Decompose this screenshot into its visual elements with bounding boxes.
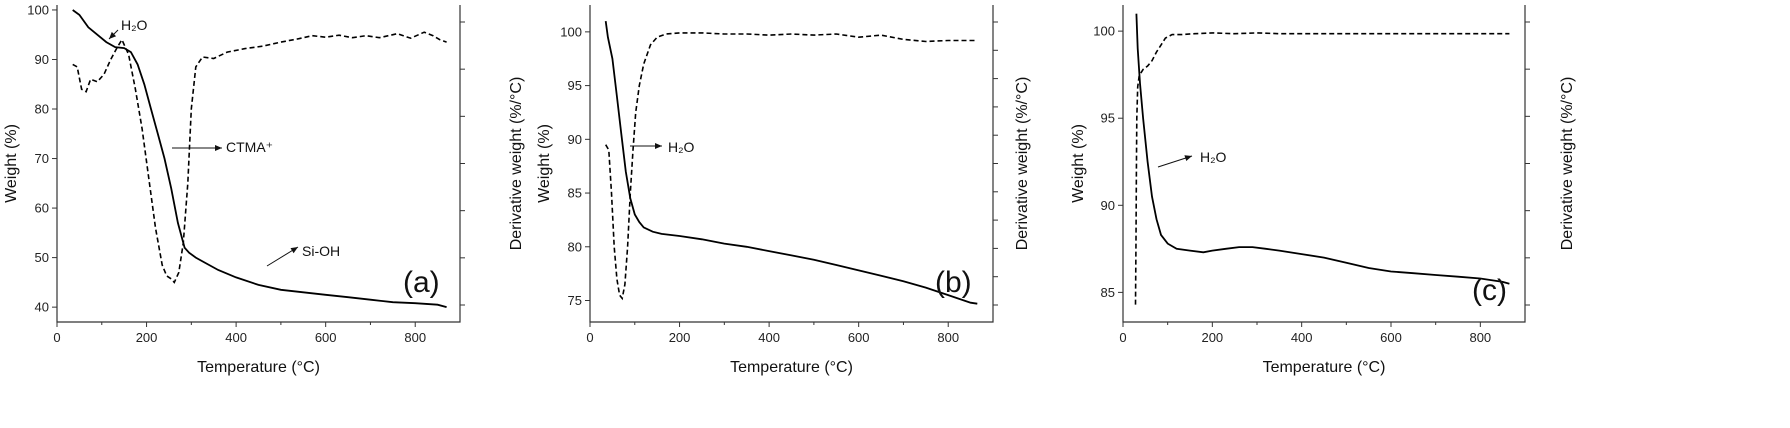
x-tick-label: 200 [669,330,691,345]
arrowhead [655,143,662,149]
derivative-weight-line [1134,32,1510,305]
x-tick-label: 600 [1380,330,1402,345]
annotation-label: CTMA⁺ [226,139,273,155]
annotation-label: Si-OH [302,243,340,259]
y2-axis-label: Derivative weight (%/°C) [508,77,525,251]
x-tick-label: 400 [1291,330,1313,345]
y-tick-label: 85 [568,186,582,201]
x-tick-label: 600 [848,330,870,345]
x-axis-label: Temperature (°C) [197,359,320,376]
y-tick-label: 40 [35,300,49,315]
x-tick-label: 800 [937,330,959,345]
y-axis-label: Weight (%) [536,124,553,203]
y2-axis-label: Derivative weight (%/°C) [1559,77,1576,251]
arrowhead [215,145,222,151]
x-tick-label: 800 [404,330,426,345]
y-tick-label: 100 [27,2,49,17]
y-tick-label: 100 [560,24,582,39]
panel-b: 0 200 400 600 800 75 80 85 90 95 100 Temperature (°… [536,5,1031,376]
y-tick-label: 95 [1101,111,1115,126]
x-tick-label: 600 [315,330,337,345]
panel-c: 0 200 400 600 800 85 90 95 100 Temperature (°C) We… [1070,5,1576,376]
arrowhead [1184,155,1192,161]
weight-line [1135,13,1510,285]
y-tick-label: 100 [1093,24,1115,39]
y-tick-label: 90 [35,52,49,67]
y-tick-label: 75 [568,293,582,308]
panel-label: (b) [935,266,972,299]
x-tick-label: 200 [136,330,158,345]
arrowhead [109,31,117,39]
annotation-label: H₂O [1200,149,1227,165]
x-tick-label: 200 [1201,330,1223,345]
y-tick-label: 50 [35,250,49,265]
x-tick-label: 400 [225,330,247,345]
panel-label: (c) [1472,274,1507,307]
x-axis-label: Temperature (°C) [730,359,853,376]
panel-a: 0 200 400 600 800 40 50 60 70 80 90 100 Temperature … [3,2,525,376]
y-tick-label: 85 [1101,285,1115,300]
y-tick-label: 80 [568,239,582,254]
weight-line [72,9,447,308]
x-tick-label: 400 [758,330,780,345]
annotation-label: H₂O [121,17,148,33]
derivative-weight-line [72,31,447,284]
x-tick-label: 0 [586,330,593,345]
y2-axis-label: Derivative weight (%/°C) [1014,77,1031,251]
x-axis-label: Temperature (°C) [1263,359,1386,376]
panel-label: (a) [403,266,440,299]
y-tick-label: 90 [1101,198,1115,213]
y-axis-label: Weight (%) [3,124,20,203]
plot-frame [1122,5,1526,323]
x-tick-label: 0 [53,330,60,345]
y-tick-label: 70 [35,151,49,166]
weight-line [604,20,978,305]
annotation-label: H₂O [668,139,695,155]
arrowhead [290,247,298,254]
y-axis-label: Weight (%) [1070,124,1087,203]
plot-frame [56,5,461,323]
derivative-weight-line [605,32,978,301]
plot-frame [589,5,994,323]
y-tick-label: 95 [568,78,582,93]
y-tick-label: 90 [568,132,582,147]
x-tick-label: 800 [1469,330,1491,345]
x-tick-label: 0 [1119,330,1126,345]
y-tick-label: 80 [35,102,49,117]
y-tick-label: 60 [35,201,49,216]
